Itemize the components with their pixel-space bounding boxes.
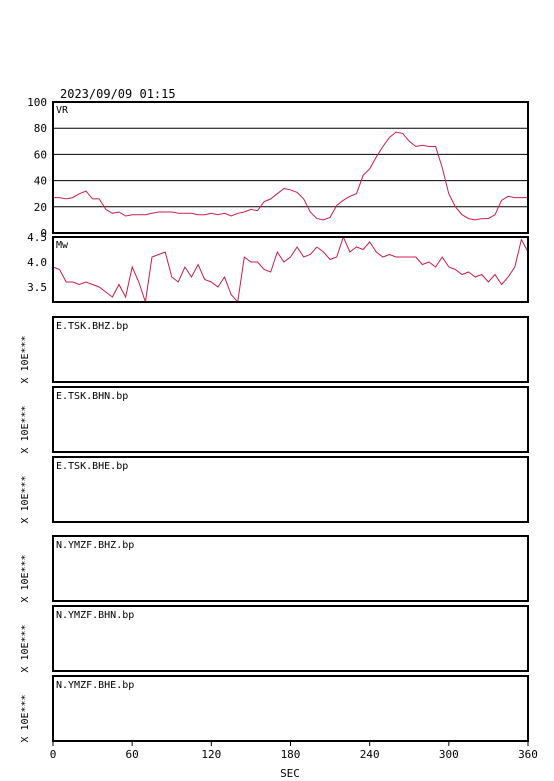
trace-label: E.TSK.BHE.bp — [56, 461, 128, 472]
x-tick-label: 300 — [439, 748, 459, 761]
mw-label: Mw — [56, 240, 69, 251]
vr-ytick-label: 100 — [27, 96, 47, 109]
trace-scale-label: X 10E*** — [20, 335, 31, 383]
trace-frame — [52, 316, 529, 383]
vr-ytick-label: 20 — [34, 201, 47, 214]
mw-ytick-label: 4.5 — [27, 231, 47, 244]
vr-series-line — [53, 131, 528, 221]
trace-scale-label: X 10E*** — [20, 554, 31, 602]
x-axis: 0 60 120 180 240 300 360 SEC — [50, 741, 538, 780]
trace-label: N.YMZF.BHZ.bp — [56, 540, 134, 551]
vr-label: VR — [56, 105, 69, 116]
trace-scale-label: X 10E*** — [20, 405, 31, 453]
mw-ytick-label: 4.0 — [27, 256, 47, 269]
trace-label: N.YMZF.BHE.bp — [56, 680, 134, 691]
mw-frame — [52, 236, 529, 303]
vr-ytick-label: 60 — [34, 148, 47, 161]
x-tick-label: 180 — [281, 748, 301, 761]
trace-scale-label: X 10E*** — [20, 624, 31, 672]
trace-frame — [52, 456, 529, 523]
trace-panels: E.TSK.BHZ.bp X 10E*** E.TSK.BHN.bp X 10E***… — [20, 316, 529, 743]
mw-series-line — [52, 235, 529, 304]
x-axis-title: SEC — [280, 767, 300, 780]
x-tick-label: 60 — [126, 748, 139, 761]
trace-label: N.YMZF.BHN.bp — [56, 610, 134, 621]
x-tick-label: 120 — [201, 748, 221, 761]
vr-panel: 100 80 60 40 20 0 VR — [27, 96, 529, 240]
trace-scale-label: X 10E*** — [20, 475, 31, 523]
mw-panel: 4.5 4.0 3.5 Mw — [27, 231, 529, 304]
vr-frame — [52, 101, 529, 234]
trace-frame — [52, 386, 529, 453]
trace-scale-label: X 10E*** — [20, 694, 31, 742]
vr-ytick-label: 80 — [34, 122, 47, 135]
trace-frame — [52, 605, 529, 672]
x-tick-label: 240 — [360, 748, 380, 761]
mw-ytick-label: 3.5 — [27, 281, 47, 294]
trace-label: E.TSK.BHN.bp — [56, 391, 128, 402]
x-tick-label: 360 — [518, 748, 538, 761]
x-tick-label: 0 — [50, 748, 57, 761]
timestamp: 2023/09/09 01:15 — [60, 87, 176, 101]
vr-ytick-label: 40 — [34, 175, 47, 188]
vr-ytick-label: 0 — [40, 227, 47, 240]
trace-label: E.TSK.BHZ.bp — [56, 321, 128, 332]
trace-frame — [52, 535, 529, 602]
